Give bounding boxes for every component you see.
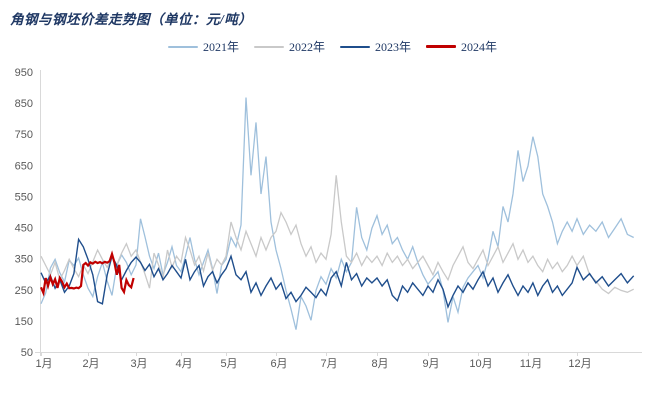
y-tick-label: 150 [15,316,33,328]
legend-line-swatch [168,45,198,48]
y-tick-label: 250 [15,285,33,297]
y-tick-label: 650 [15,160,33,172]
series-line-2022年 [40,175,634,295]
x-tick-label: 8月 [371,358,388,370]
x-tick-label: 5月 [220,358,237,370]
series-line-2021年 [40,97,634,330]
x-tick-label: 1月 [35,358,52,370]
x-tick-label: 6月 [270,358,287,370]
chart-title: 角钢与钢坯价差走势图（单位：元/吨） [10,12,253,27]
legend-label: 2023年 [375,40,412,54]
legend-label: 2022年 [289,40,326,54]
y-tick-label: 850 [15,98,33,110]
x-tick-label: 10月 [469,358,492,370]
y-tick-label: 550 [15,191,33,203]
legend-item-2023年: 2023年 [340,38,411,55]
x-tick-label: 11月 [520,358,542,370]
legend-item-2021年: 2021年 [168,38,239,55]
legend-item-2022年: 2022年 [254,38,325,55]
y-tick-label: 750 [15,129,33,141]
legend-label: 2024年 [461,40,498,54]
legend-line-swatch [340,45,371,48]
legend-item-2024年: 2024年 [426,38,497,55]
x-tick-label: 7月 [320,358,337,370]
y-tick-label: 350 [15,254,33,266]
legend-line-swatch [254,45,285,48]
x-tick-label: 12月 [568,358,591,370]
series-line-2023年 [40,237,635,309]
legend-label: 2021年 [203,40,240,54]
x-tick-label: 2月 [82,358,99,370]
x-tick-label: 3月 [130,358,147,370]
series-line-2024年 [39,250,135,297]
y-tick-label: 50 [21,347,33,359]
y-tick-label: 450 [15,223,33,235]
y-tick-label: 950 [15,67,33,79]
x-tick-label: 4月 [175,358,192,370]
legend: 2021年 2022年 2023年 2024年 [168,38,497,55]
legend-line-swatch [426,45,457,48]
x-tick-label: 9月 [422,358,439,370]
